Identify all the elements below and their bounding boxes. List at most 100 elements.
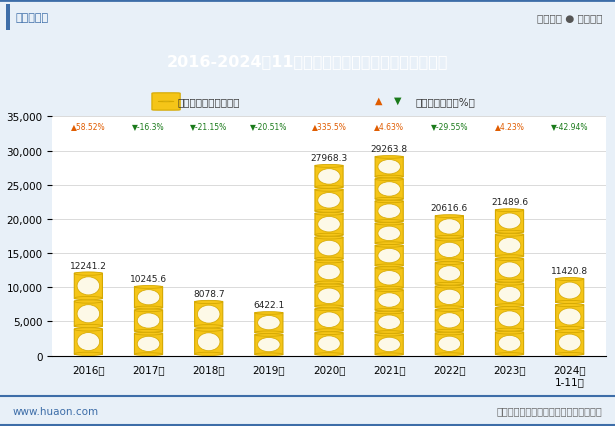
Ellipse shape: [77, 333, 100, 351]
Ellipse shape: [375, 242, 403, 245]
Ellipse shape: [375, 311, 403, 314]
Ellipse shape: [375, 289, 403, 292]
Circle shape: [158, 102, 174, 103]
FancyBboxPatch shape: [375, 157, 403, 178]
Ellipse shape: [74, 328, 103, 331]
Ellipse shape: [255, 334, 283, 337]
Ellipse shape: [194, 328, 223, 331]
Ellipse shape: [435, 282, 464, 285]
Ellipse shape: [197, 333, 220, 351]
Text: ▼-16.3%: ▼-16.3%: [132, 121, 165, 130]
Text: ▲335.5%: ▲335.5%: [312, 121, 346, 130]
Ellipse shape: [315, 281, 343, 284]
FancyBboxPatch shape: [135, 287, 162, 308]
Ellipse shape: [375, 267, 403, 270]
Ellipse shape: [255, 353, 283, 356]
Text: ▲: ▲: [375, 96, 383, 106]
Ellipse shape: [375, 309, 403, 311]
Ellipse shape: [496, 307, 523, 310]
Text: ▲4.23%: ▲4.23%: [494, 121, 525, 130]
FancyBboxPatch shape: [555, 279, 584, 303]
Ellipse shape: [498, 336, 521, 351]
Ellipse shape: [435, 259, 464, 262]
Ellipse shape: [378, 204, 400, 219]
Ellipse shape: [375, 220, 403, 223]
Ellipse shape: [255, 331, 283, 334]
Ellipse shape: [435, 332, 464, 335]
FancyBboxPatch shape: [435, 216, 464, 238]
FancyBboxPatch shape: [315, 214, 343, 236]
Ellipse shape: [498, 238, 521, 254]
Ellipse shape: [135, 309, 162, 312]
Text: ▼-29.55%: ▼-29.55%: [430, 121, 468, 130]
FancyBboxPatch shape: [375, 290, 403, 311]
Ellipse shape: [496, 304, 523, 307]
Ellipse shape: [438, 290, 461, 305]
Ellipse shape: [375, 198, 403, 201]
Ellipse shape: [558, 308, 581, 325]
Ellipse shape: [496, 282, 523, 285]
Ellipse shape: [77, 305, 100, 323]
Ellipse shape: [496, 331, 523, 334]
Ellipse shape: [194, 325, 223, 328]
Ellipse shape: [315, 305, 343, 308]
Ellipse shape: [315, 189, 343, 192]
Ellipse shape: [438, 243, 461, 258]
Ellipse shape: [498, 311, 521, 327]
Text: ▲4.63%: ▲4.63%: [374, 121, 404, 130]
FancyBboxPatch shape: [375, 246, 403, 266]
Ellipse shape: [74, 352, 103, 356]
Bar: [6, 6, 10, 31]
Ellipse shape: [315, 186, 343, 189]
Ellipse shape: [375, 223, 403, 225]
Text: 29263.8: 29263.8: [371, 145, 408, 154]
FancyBboxPatch shape: [255, 313, 283, 333]
Ellipse shape: [194, 352, 223, 356]
Ellipse shape: [378, 293, 400, 308]
Text: 10245.6: 10245.6: [130, 274, 167, 283]
FancyBboxPatch shape: [315, 190, 343, 212]
Ellipse shape: [435, 329, 464, 332]
FancyBboxPatch shape: [315, 309, 343, 331]
FancyBboxPatch shape: [555, 305, 584, 329]
Ellipse shape: [555, 301, 584, 304]
Ellipse shape: [318, 288, 340, 304]
Ellipse shape: [258, 338, 280, 352]
FancyBboxPatch shape: [435, 239, 464, 261]
FancyBboxPatch shape: [496, 332, 523, 355]
Ellipse shape: [135, 332, 162, 335]
Ellipse shape: [315, 353, 343, 356]
Text: 8078.7: 8078.7: [193, 289, 224, 298]
Text: 专业严谨 ● 客观科学: 专业严谨 ● 客观科学: [537, 13, 603, 23]
Ellipse shape: [315, 165, 343, 168]
Text: 20616.6: 20616.6: [430, 204, 468, 213]
Ellipse shape: [135, 330, 162, 332]
Ellipse shape: [318, 169, 340, 185]
FancyBboxPatch shape: [375, 224, 403, 244]
Text: www.huaon.com: www.huaon.com: [12, 406, 98, 416]
Ellipse shape: [378, 315, 400, 330]
Ellipse shape: [378, 182, 400, 197]
FancyBboxPatch shape: [496, 235, 523, 257]
Ellipse shape: [315, 236, 343, 239]
FancyBboxPatch shape: [135, 334, 162, 355]
Ellipse shape: [378, 337, 400, 352]
Ellipse shape: [194, 301, 223, 304]
Ellipse shape: [375, 265, 403, 267]
Text: ▼-42.94%: ▼-42.94%: [551, 121, 589, 130]
Ellipse shape: [555, 278, 584, 281]
Text: 数据来源：证监局，华经产业研究院整理: 数据来源：证监局，华经产业研究院整理: [497, 406, 603, 416]
Ellipse shape: [315, 213, 343, 216]
FancyBboxPatch shape: [375, 312, 403, 333]
Ellipse shape: [435, 285, 464, 288]
FancyBboxPatch shape: [74, 301, 103, 327]
FancyBboxPatch shape: [135, 310, 162, 331]
Ellipse shape: [496, 209, 523, 212]
Ellipse shape: [496, 231, 523, 233]
Ellipse shape: [378, 227, 400, 241]
FancyBboxPatch shape: [375, 179, 403, 200]
Text: 华经情报网: 华经情报网: [15, 13, 49, 23]
Ellipse shape: [496, 258, 523, 261]
FancyBboxPatch shape: [315, 166, 343, 188]
Ellipse shape: [255, 312, 283, 314]
